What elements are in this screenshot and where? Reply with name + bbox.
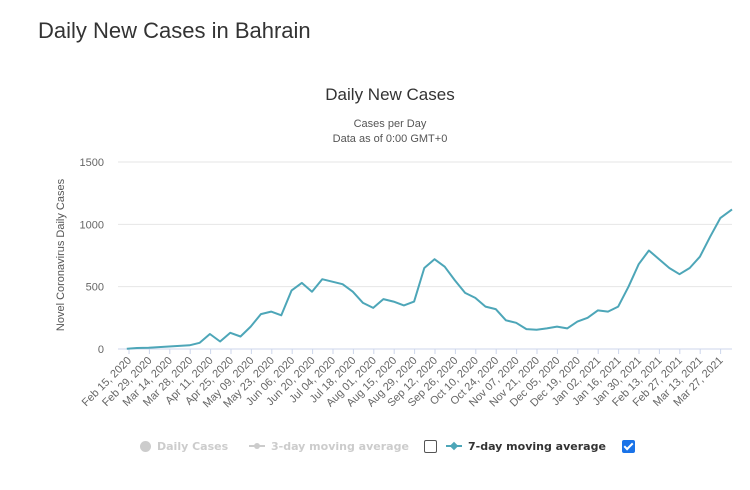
y-axis-label: Novel Coronavirus Daily Cases xyxy=(55,178,67,331)
legend-3-day-average[interactable]: 3-day moving average xyxy=(249,436,409,456)
y-tick-label: 0 xyxy=(98,344,104,356)
checkbox-7-day-average[interactable] xyxy=(622,440,635,453)
circle-marker-icon xyxy=(140,440,151,452)
legend-label: 3-day moving average xyxy=(271,439,409,453)
y-tick-label: 1000 xyxy=(80,219,104,231)
legend-daily-cases[interactable]: Daily Cases xyxy=(140,436,228,456)
legend-7-day-average[interactable]: 7-day moving average xyxy=(446,436,606,456)
series-layer xyxy=(126,208,733,350)
chart-subtitle-line2: Data as of 0:00 GMT+0 xyxy=(333,133,448,145)
line-marker-icon xyxy=(249,443,265,449)
legend-label: Daily Cases xyxy=(157,439,229,453)
chart-subtitle-line1: Cases per Day xyxy=(354,118,427,130)
chart-title: Daily New Cases xyxy=(325,85,454,104)
checkbox-3-day-average[interactable] xyxy=(424,440,437,453)
y-tick-label: 500 xyxy=(86,282,104,294)
legend: Daily Cases 3-day moving average 7-day m… xyxy=(0,436,750,458)
page-title: Daily New Cases in Bahrain xyxy=(38,18,311,43)
grid-lines xyxy=(118,161,732,288)
y-axis-ticks: 0 500 1000 1500 xyxy=(80,157,104,356)
series-line-7-day-average xyxy=(126,208,733,350)
legend-label: 7-day moving average xyxy=(468,439,606,453)
y-tick-label: 1500 xyxy=(80,157,104,169)
line-marker-icon xyxy=(446,445,462,447)
